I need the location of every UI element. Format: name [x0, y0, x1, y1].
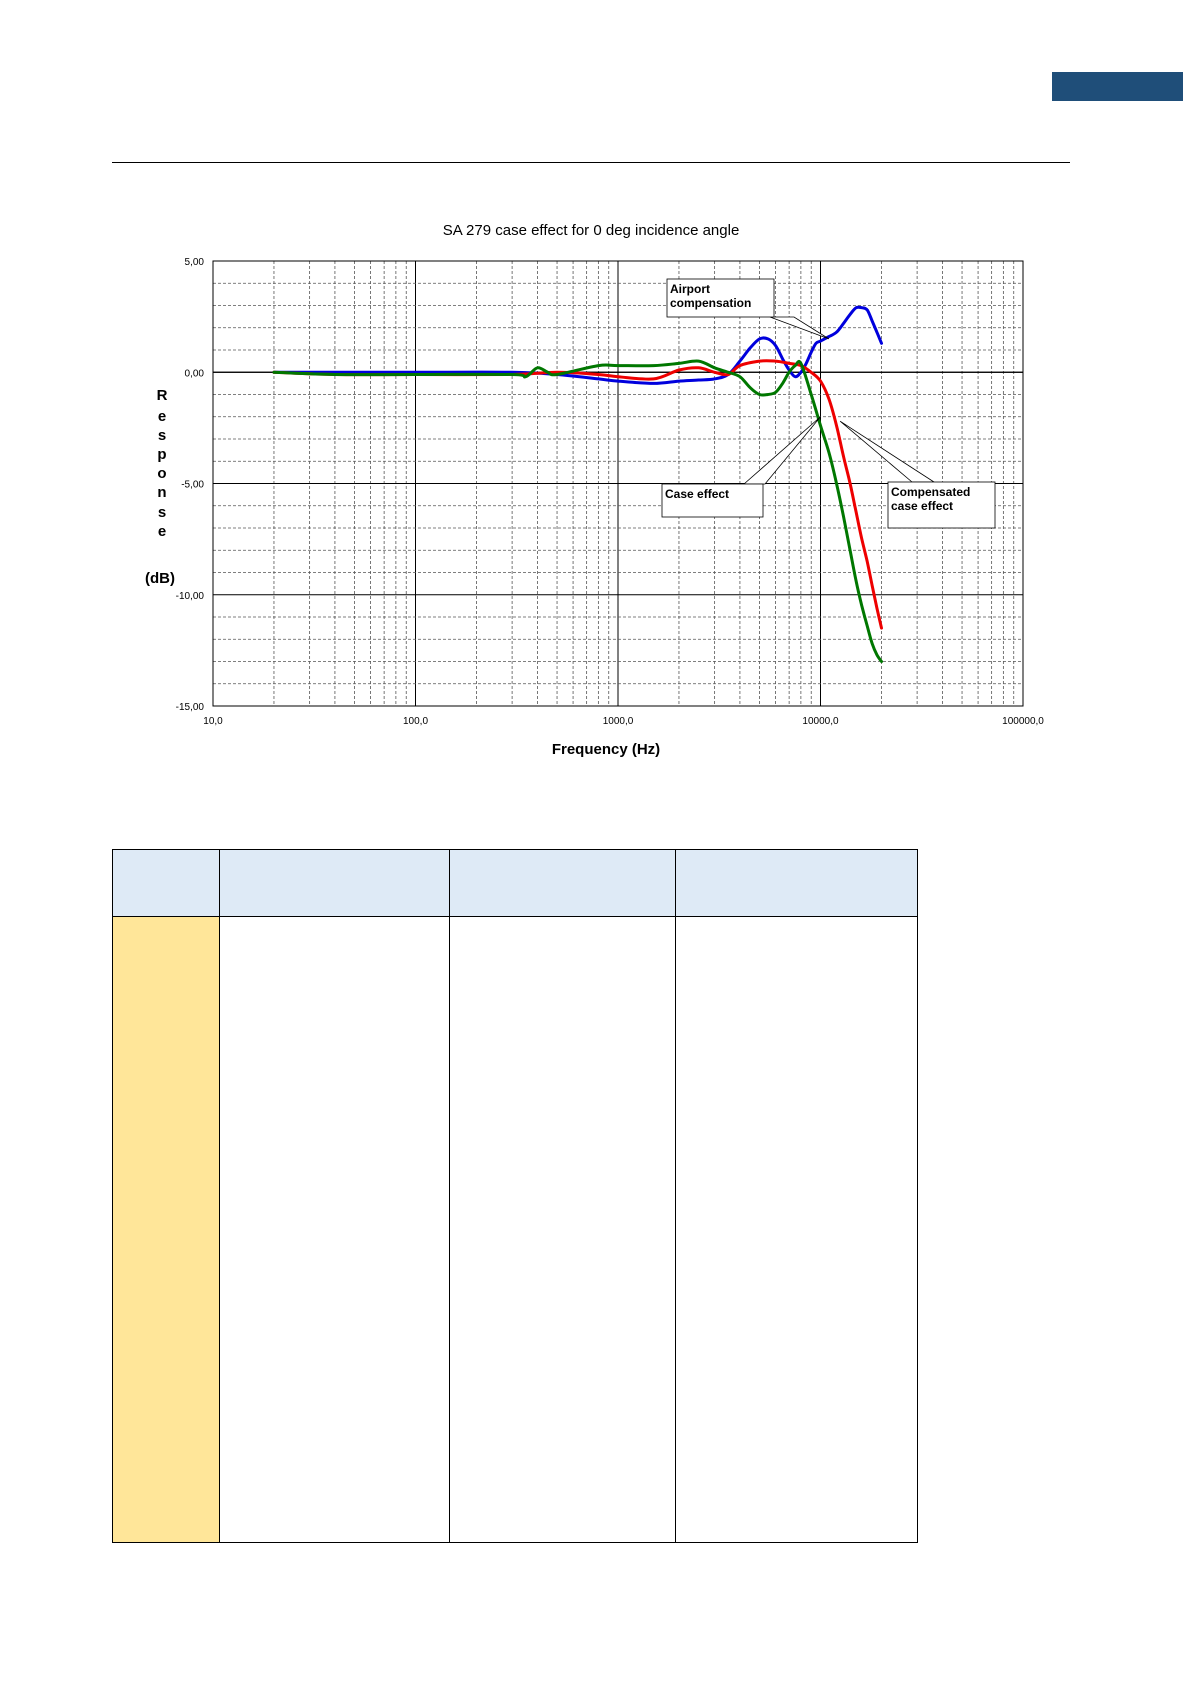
y-label-letter: e [158, 523, 166, 540]
y-axis-label: R e s p o n s e (dB) [145, 387, 175, 587]
table-header-cell [219, 849, 450, 917]
callout-text: Compensated [891, 485, 970, 499]
table-cell [449, 916, 676, 1543]
table-header-cell [675, 849, 918, 917]
tick-labels: 10,0 100,0 1000,0 10000,0 100000,0 5,00 0,00 -5… [176, 257, 1045, 727]
page-corner-tab [1052, 72, 1183, 101]
y-label-letter: s [158, 504, 166, 521]
callout-box [661, 483, 764, 518]
callout-pointer [742, 416, 821, 485]
plot-frame [212, 260, 1024, 707]
y-tick-label: 0,00 [185, 368, 205, 379]
y-label-letter: e [158, 408, 166, 425]
callout-text: Case effect [665, 487, 729, 501]
series-line-3 [272, 359, 883, 663]
grid [212, 260, 1023, 707]
y-label-letter: o [157, 465, 166, 482]
series-line-2 [272, 359, 883, 630]
y-label-unit: (dB) [145, 570, 175, 587]
header-rule [112, 162, 1070, 163]
document-table [112, 849, 918, 1543]
table-cell [219, 916, 450, 1543]
frequency-response-chart: 10,0 100,0 1000,0 10000,0 100000,0 5,00 0,00 -5… [145, 222, 1045, 758]
y-label-letter: p [157, 446, 166, 463]
table-side-cell [112, 916, 220, 1543]
series-lines [272, 305, 883, 663]
callout-box [887, 481, 996, 529]
y-tick-label: -15,00 [176, 702, 205, 713]
callout-box [666, 278, 775, 318]
table-header-row [112, 849, 918, 917]
chart-title: SA 279 case effect for 0 deg incidence a… [443, 222, 740, 239]
x-tick-label: 100,0 [403, 716, 428, 727]
y-tick-label: 5,00 [185, 257, 205, 268]
x-axis-label: Frequency (Hz) [552, 741, 660, 758]
callout-text: compensation [670, 296, 751, 310]
y-tick-label: -10,00 [176, 591, 205, 602]
table-cell [675, 916, 918, 1543]
x-tick-label: 1000,0 [603, 716, 634, 727]
table-header-cell [112, 849, 220, 917]
series-line-1 [272, 305, 883, 385]
y-tick-label: -5,00 [181, 480, 204, 491]
callout-pointer [769, 316, 830, 340]
x-tick-label: 10,0 [203, 716, 223, 727]
y-label-letter: n [157, 484, 166, 501]
callout-text: Airport [670, 282, 710, 296]
y-label-letter: s [158, 427, 166, 444]
y-label-letter: R [157, 387, 168, 404]
table-header-cell [449, 849, 676, 917]
x-tick-label: 10000,0 [802, 716, 839, 727]
callout-pointer [839, 420, 936, 483]
x-tick-label: 100000,0 [1002, 716, 1044, 727]
callout: Case effect [661, 416, 821, 518]
callout-text: case effect [891, 499, 953, 513]
table-row [112, 916, 918, 1543]
